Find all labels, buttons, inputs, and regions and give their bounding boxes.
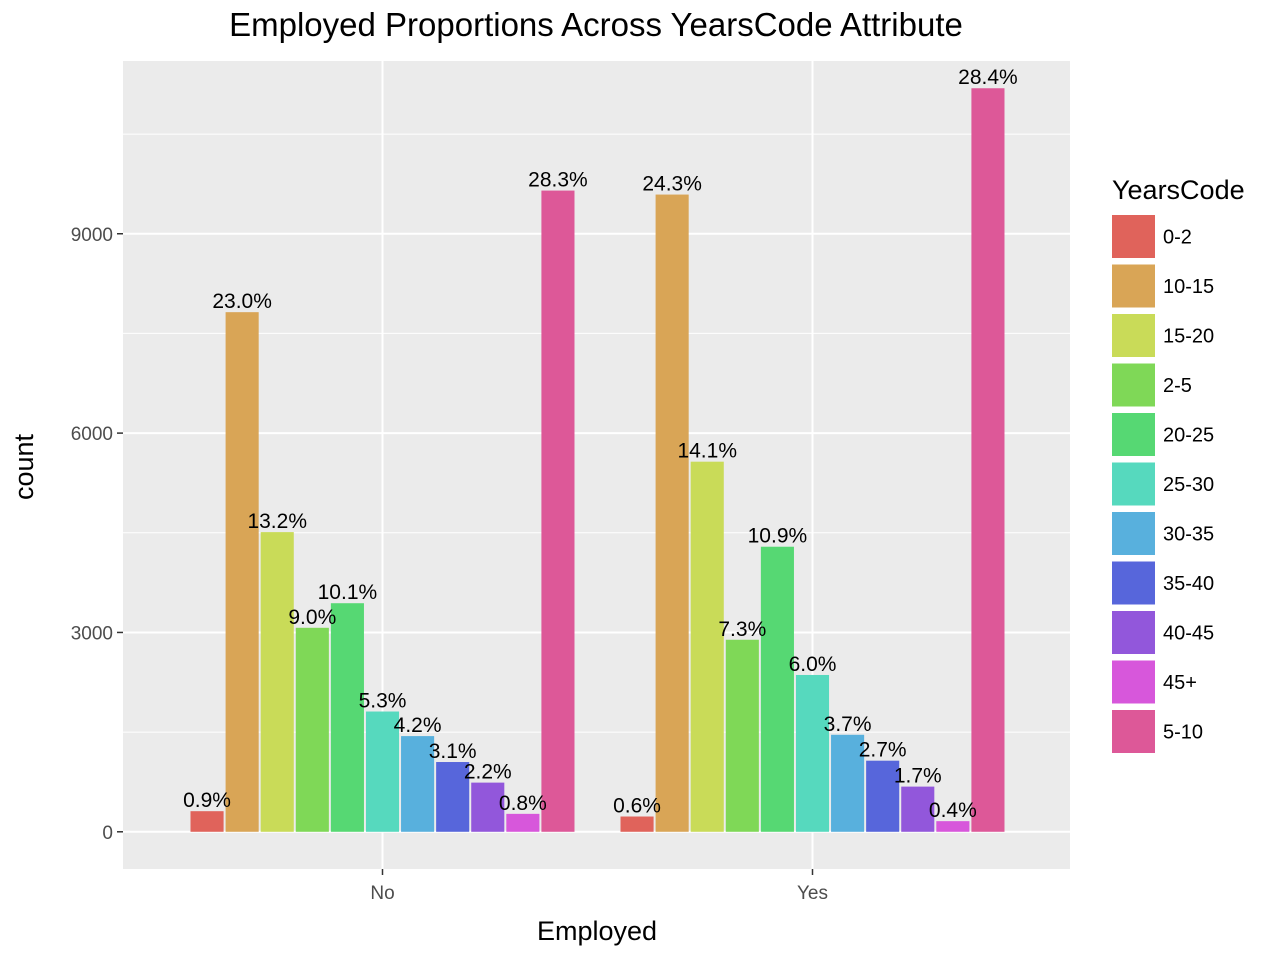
bar	[795, 674, 830, 832]
bar	[725, 639, 759, 832]
x-tick-label: Yes	[797, 883, 828, 904]
legend-label: 10-15	[1163, 276, 1214, 298]
bar	[330, 603, 364, 832]
bars	[190, 88, 1005, 832]
legend-key	[1112, 215, 1155, 258]
legend-label: 15-20	[1163, 326, 1214, 348]
legend-label: 35-40	[1163, 573, 1214, 595]
bar	[295, 627, 329, 832]
bar-data-label: 5.3%	[359, 690, 407, 713]
bar-data-label: 23.0%	[212, 290, 272, 313]
bar-data-label: 0.8%	[499, 792, 547, 815]
y-axis-title: count	[9, 433, 39, 500]
bar	[655, 194, 689, 832]
bar-data-label: 0.9%	[183, 789, 231, 812]
y-tick-label: 0	[102, 823, 113, 844]
legend-key	[1112, 611, 1155, 654]
bar	[436, 762, 470, 832]
bar	[620, 816, 654, 832]
bar-data-label: 1.7%	[894, 765, 942, 788]
legend-key	[1112, 660, 1155, 704]
bar	[190, 811, 224, 832]
legend-label: 2-5	[1163, 375, 1192, 397]
bar-data-label: 0.6%	[613, 795, 661, 818]
bar-data-label: 3.7%	[824, 713, 872, 736]
legend-key	[1112, 462, 1155, 506]
bar	[936, 821, 970, 832]
data-labels: 0.9% 23.0% 13.2% 9.0%10.1% 5.3%4.2% 3.1%2.2% 0…	[183, 66, 1018, 822]
bar-data-label: 2.7%	[859, 739, 907, 762]
bar-data-label: 10.1%	[318, 581, 378, 604]
legend-label: 20-25	[1163, 425, 1214, 447]
legend-key	[1112, 512, 1155, 555]
legend-key	[1112, 264, 1155, 308]
bar-data-label: 28.3%	[528, 169, 588, 192]
bar-data-label: 24.3%	[642, 173, 702, 196]
y-tick-label: 9000	[71, 225, 113, 246]
bar	[541, 190, 575, 832]
legend-label: 40-45	[1163, 623, 1214, 645]
bar	[401, 736, 435, 832]
bar	[971, 88, 1005, 832]
bar-data-label: 3.1%	[429, 740, 477, 763]
bar	[471, 782, 505, 832]
x-axis: No Yes	[370, 869, 828, 904]
legend-key	[1112, 710, 1155, 753]
bar	[760, 546, 794, 832]
bar-data-label: 7.3%	[718, 618, 766, 641]
bar	[831, 734, 865, 832]
y-tick-label: 6000	[71, 424, 113, 445]
x-tick-label: No	[370, 883, 394, 904]
bar-data-label: 28.4%	[958, 66, 1018, 89]
y-tick-label: 3000	[71, 623, 113, 644]
bar	[690, 461, 724, 832]
bar-data-label: 2.2%	[464, 761, 512, 784]
legend-key	[1112, 314, 1155, 357]
bar	[365, 711, 400, 832]
chart-title: Employed Proportions Across YearsCode At…	[229, 6, 963, 43]
bar-data-label: 9.0%	[288, 606, 336, 629]
bar	[260, 532, 294, 832]
bar	[225, 312, 259, 832]
bar-data-label: 4.2%	[394, 714, 442, 737]
legend-title: YearsCode	[1112, 175, 1245, 205]
legend-label: 0-2	[1163, 227, 1192, 249]
bar-data-label: 14.1%	[677, 440, 737, 463]
legend-key	[1112, 561, 1155, 605]
bar	[866, 760, 900, 832]
bar	[506, 813, 540, 832]
legend-label: 5-10	[1163, 722, 1203, 744]
legend-label: 45+	[1163, 672, 1197, 694]
x-axis-title: Employed	[537, 916, 657, 946]
legend-label: 30-35	[1163, 524, 1214, 546]
bar-data-label: 0.4%	[929, 799, 977, 822]
legend-label: 25-30	[1163, 474, 1214, 496]
bar-data-label: 6.0%	[789, 653, 837, 676]
legend-key	[1112, 363, 1155, 407]
legend: YearsCode 0-2 10-15 15-20 2-5 20-25 25-30 30-3…	[1112, 175, 1245, 753]
legend-key	[1112, 413, 1155, 456]
bar	[901, 786, 935, 832]
y-axis: 0 3000 6000 9000	[71, 225, 123, 844]
bar-data-label: 13.2%	[247, 510, 307, 533]
bar-data-label: 10.9%	[748, 525, 808, 548]
